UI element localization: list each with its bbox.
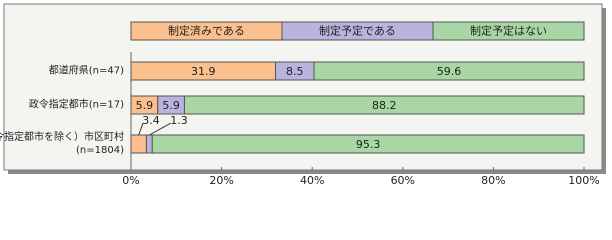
bar-segment	[313, 61, 585, 81]
bar-segment	[151, 134, 585, 154]
page: 制定済みである 制定予定である 制定予定はない 0% 20% 40% 60% 80% 100% 3…	[0, 3, 606, 187]
bar-segment	[145, 134, 153, 154]
y-tick-label: （政令指定都市を除く）市区町村 (n=1804)	[0, 132, 124, 156]
value-label: 3.4	[142, 114, 160, 127]
leader-line	[149, 122, 172, 136]
legend-label: 制定予定はない	[470, 24, 547, 38]
value-label: 8.5	[286, 65, 304, 78]
legend-label: 制定済みである	[168, 24, 245, 38]
value-label: 5.9	[162, 99, 180, 112]
value-label: 88.2	[372, 99, 397, 112]
value-label: 59.6	[437, 65, 462, 78]
x-tick-label: 20%	[209, 174, 233, 187]
x-tick-label: 0%	[122, 174, 139, 187]
legend-swatch	[432, 21, 585, 41]
chart: 制定済みである 制定予定である 制定予定はない 0% 20% 40% 60% 80% 100% 3…	[3, 3, 606, 187]
x-tick-label: 80%	[481, 174, 505, 187]
bar-segment	[183, 95, 585, 115]
leader-line	[138, 122, 144, 136]
value-label: 1.3	[170, 114, 188, 127]
y-tick-label: 政令指定都市(n=17)	[28, 99, 124, 111]
x-tick-label: 40%	[300, 174, 324, 187]
legend-label: 制定予定である	[319, 24, 396, 38]
y-tick-label: 都道府県(n=47)	[48, 65, 124, 77]
value-label: 95.3	[356, 138, 381, 151]
value-label: 5.9	[136, 99, 154, 112]
bar-segment	[130, 134, 147, 154]
x-tick-label: 60%	[391, 174, 415, 187]
x-tick-label: 100%	[568, 174, 599, 187]
value-label: 31.9	[191, 65, 216, 78]
